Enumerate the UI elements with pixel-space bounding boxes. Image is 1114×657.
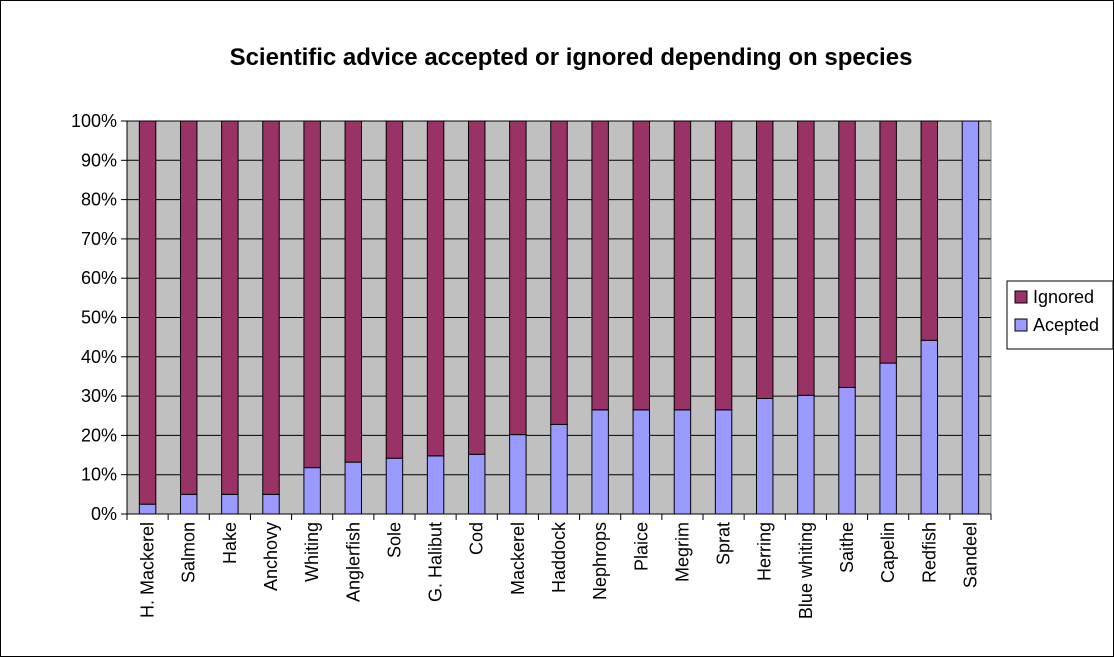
x-tick-label: Plaice bbox=[631, 522, 651, 571]
y-tick-label: 0% bbox=[91, 504, 117, 524]
y-tick-label: 50% bbox=[81, 308, 117, 328]
x-tick-label: Salmon bbox=[179, 522, 199, 583]
x-tick-label: G. Halibut bbox=[426, 522, 446, 602]
x-tick-label: Redfish bbox=[919, 522, 939, 583]
x-tick-label: Capelin bbox=[878, 522, 898, 583]
bar-ignored bbox=[838, 120, 856, 388]
bar-acepted bbox=[714, 409, 733, 515]
bar-ignored bbox=[714, 120, 733, 411]
chart-title: Scientific advice accepted or ignored de… bbox=[230, 44, 913, 71]
bar-acepted bbox=[550, 423, 568, 515]
bar-ignored bbox=[509, 120, 527, 436]
bar-ignored bbox=[920, 120, 939, 341]
bar-ignored bbox=[138, 120, 157, 505]
legend: Ignored Acepted bbox=[1006, 280, 1113, 350]
axes: 0% 10% 20% 30% 40% 50% 60% 70% 80% 90% 100% H. Mack… bbox=[71, 111, 992, 619]
bar-acepted bbox=[303, 467, 321, 515]
x-tick-label: Whiting bbox=[302, 522, 322, 582]
bar-acepted bbox=[221, 493, 239, 515]
x-tick-label: Herring bbox=[755, 522, 775, 581]
bar-acepted bbox=[385, 457, 404, 515]
x-tick-label: Sole bbox=[384, 522, 404, 558]
x-tick-label: Sandeel bbox=[960, 522, 980, 588]
legend-label: Ignored bbox=[1033, 287, 1094, 307]
bar-ignored bbox=[344, 120, 363, 463]
y-tick-label: 100% bbox=[71, 111, 117, 131]
bar-ignored bbox=[303, 120, 321, 469]
x-tick-label: Sprat bbox=[714, 522, 734, 565]
y-tick-label: 80% bbox=[81, 190, 117, 210]
x-tick-label: Mackerel bbox=[508, 522, 528, 595]
bar-acepted bbox=[262, 493, 280, 515]
bar-acepted bbox=[344, 461, 363, 515]
legend-swatch bbox=[1014, 318, 1028, 332]
bar-ignored bbox=[179, 120, 198, 495]
bars bbox=[138, 120, 980, 515]
x-tick-label: Megrim bbox=[672, 522, 692, 582]
bar-acepted bbox=[591, 409, 609, 515]
bar-ignored bbox=[385, 120, 404, 459]
y-tick-label: 90% bbox=[81, 150, 117, 170]
x-tick-label: Hake bbox=[220, 522, 240, 564]
bar-acepted bbox=[467, 453, 486, 515]
bar-ignored bbox=[797, 120, 815, 396]
bar-acepted bbox=[426, 455, 445, 515]
bar-ignored bbox=[755, 120, 774, 399]
y-tick-label: 10% bbox=[81, 465, 117, 485]
bar-ignored bbox=[262, 120, 280, 495]
bar-ignored bbox=[426, 120, 445, 457]
y-tick-label: 70% bbox=[81, 229, 117, 249]
y-tick-label: 60% bbox=[81, 268, 117, 288]
y-tick-label: 20% bbox=[81, 425, 117, 445]
x-tick-label: H. Mackerel bbox=[138, 522, 158, 618]
bar-ignored bbox=[632, 120, 651, 411]
bar-ignored bbox=[550, 120, 568, 425]
bar-ignored bbox=[879, 120, 897, 364]
x-tick-label: Cod bbox=[467, 522, 487, 555]
bar-acepted bbox=[961, 120, 980, 515]
x-tick-label: Blue whiting bbox=[796, 522, 816, 619]
bar-ignored bbox=[673, 120, 692, 411]
legend-label: Acepted bbox=[1033, 315, 1099, 335]
bar-acepted bbox=[179, 493, 198, 515]
bar-ignored bbox=[591, 120, 609, 411]
bar-acepted bbox=[138, 503, 157, 515]
bar-ignored bbox=[467, 120, 486, 455]
y-tick-label: 30% bbox=[81, 386, 117, 406]
x-tick-label: Anglerfish bbox=[343, 522, 363, 602]
x-tick-label: Anchovy bbox=[261, 522, 281, 591]
x-tick-label: Saithe bbox=[837, 522, 857, 573]
y-tick-label: 40% bbox=[81, 347, 117, 367]
bar-ignored bbox=[221, 120, 239, 495]
bar-acepted bbox=[755, 397, 774, 515]
bar-acepted bbox=[920, 339, 939, 515]
bar-acepted bbox=[632, 409, 651, 515]
x-tick-label: Haddock bbox=[549, 521, 569, 593]
bar-acepted bbox=[838, 386, 856, 515]
bar-acepted bbox=[673, 409, 692, 515]
bar-acepted bbox=[797, 394, 815, 515]
bar-acepted bbox=[879, 362, 897, 515]
bar-acepted bbox=[509, 434, 527, 515]
legend-swatch bbox=[1014, 290, 1028, 304]
x-tick-label: Nephrops bbox=[590, 522, 610, 600]
